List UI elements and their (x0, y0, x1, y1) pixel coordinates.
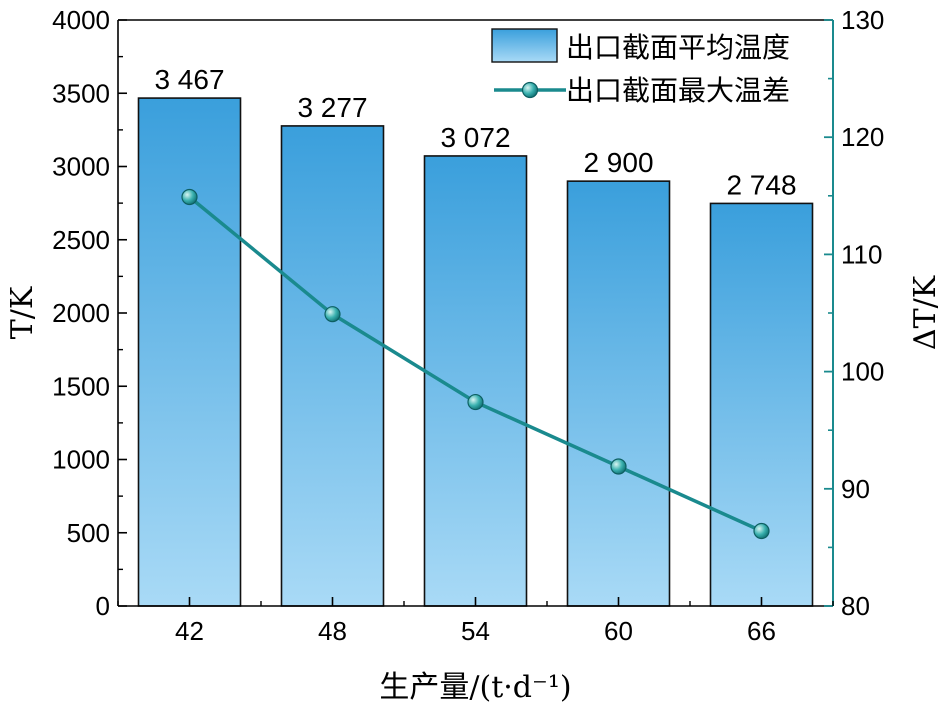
right-tick-label: 120 (841, 122, 884, 152)
x-tick-label: 48 (318, 616, 347, 646)
bars-layer (137, 97, 814, 607)
bar-66 (709, 202, 814, 607)
right-tick-label: 110 (841, 239, 882, 269)
right-tick-label: 80 (841, 591, 870, 621)
right-tick-label: 130 (841, 5, 884, 35)
bar-value-label: 2 748 (726, 169, 796, 200)
left-tick-label: 4000 (52, 5, 110, 35)
x-tick-label: 54 (461, 616, 490, 646)
legend-label-bar: 出口截面平均温度 (566, 31, 790, 64)
x-tick-label: 66 (747, 616, 776, 646)
x-tick-label: 42 (175, 616, 204, 646)
line-layer (181, 188, 770, 540)
bar-value-label: 3 277 (297, 92, 367, 123)
bar-value-label: 3 072 (440, 122, 510, 153)
axis-titles: 生产量/(t·d⁻¹) T/K ΔT/K (5, 275, 943, 705)
left-tick-label: 0 (96, 591, 110, 621)
axes-layer: 0 500 1000 1500 2000 2500 3000 3500 4000 80 90 100 1… (52, 5, 884, 646)
line-point-54 (467, 393, 484, 411)
legend-swatch-bar (491, 28, 558, 63)
left-tick-label: 1000 (52, 445, 110, 475)
right-y-axis-title: ΔT/K (908, 275, 943, 350)
left-tick-label: 2000 (52, 298, 110, 328)
bar-48 (280, 125, 385, 607)
left-tick-label: 2500 (52, 225, 110, 255)
left-tick-label: 1500 (52, 371, 110, 401)
legend-marker (521, 81, 539, 99)
right-tick-label: 90 (841, 474, 870, 504)
line-point-42 (181, 188, 198, 206)
line-point-66 (753, 522, 770, 540)
x-tick-label: 60 (604, 616, 633, 646)
left-tick-label: 3500 (52, 78, 110, 108)
right-tick-label: 100 (841, 357, 884, 387)
bar-42 (137, 97, 242, 607)
legend-label-line: 出口截面最大温差 (566, 74, 790, 107)
bar-labels-layer: 3 467 3 277 3 072 2 900 2 748 (154, 64, 796, 200)
bar-60 (566, 180, 671, 607)
line-point-60 (610, 458, 627, 475)
bar-value-label: 3 467 (154, 64, 224, 95)
left-y-axis-title: T/K (5, 286, 40, 339)
x-axis-title: 生产量/(t·d⁻¹) (379, 670, 571, 705)
bar-value-label: 2 900 (583, 147, 653, 178)
left-tick-label: 3000 (52, 152, 110, 182)
line-point-48 (324, 306, 341, 323)
left-tick-label: 500 (67, 518, 110, 548)
